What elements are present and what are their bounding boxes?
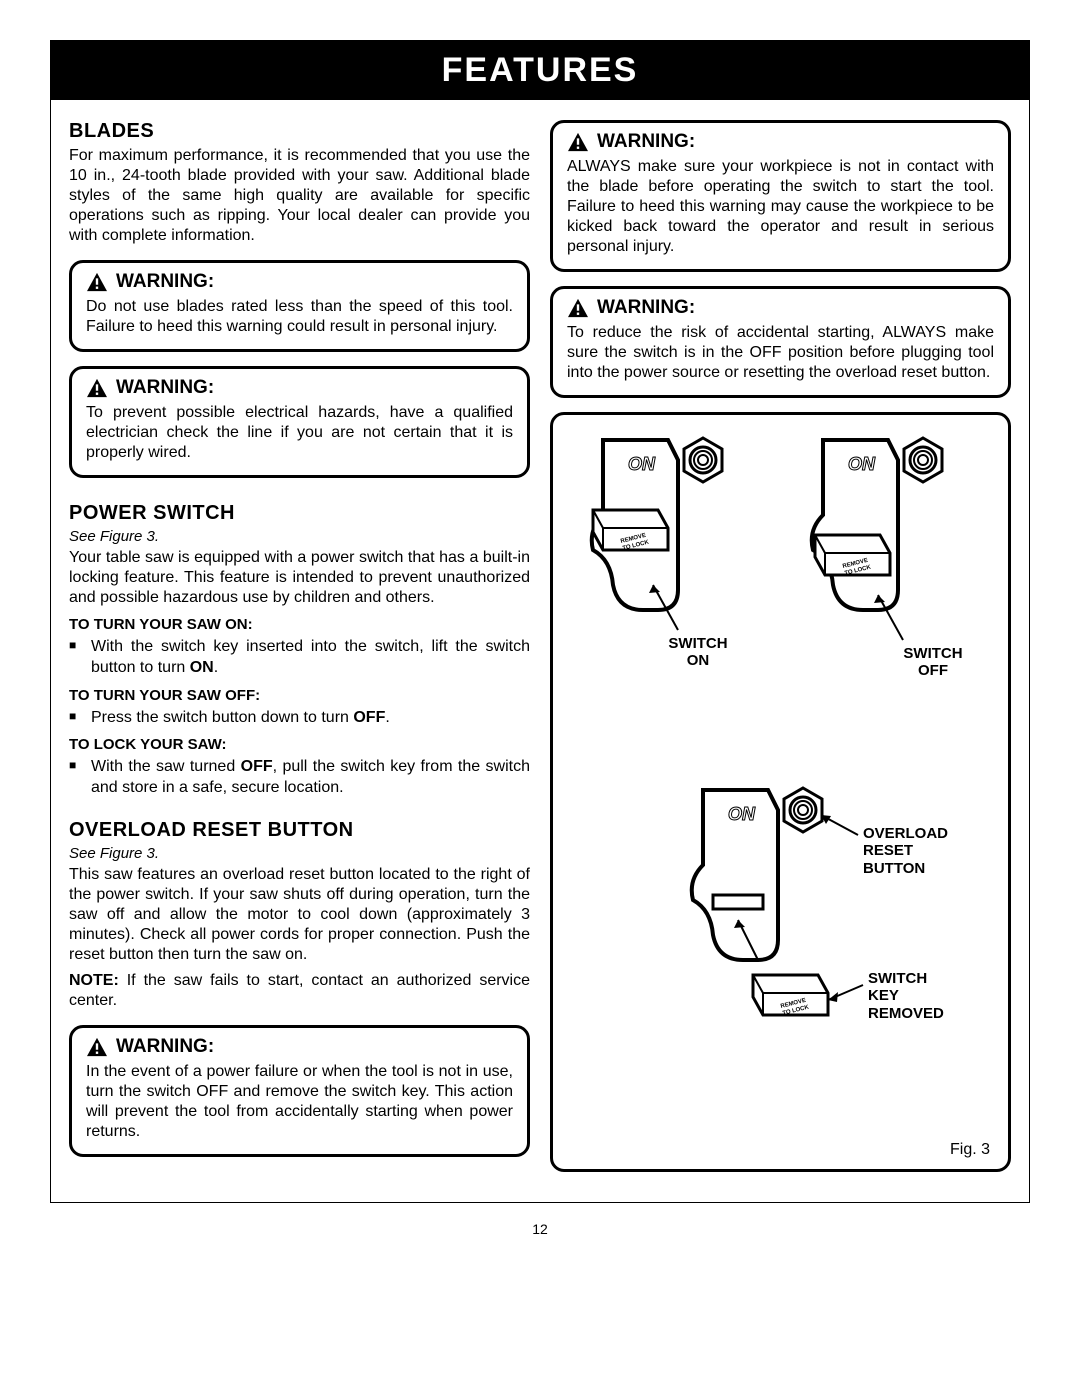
list-item: Press the switch button down to turn OFF… [69, 708, 530, 729]
switch-off-diagram: ON REMOVE TO LOCK SWITCHOFF [803, 435, 983, 680]
content-columns: BLADES For maximum performance, it is re… [51, 100, 1029, 1202]
switch-on-label: SWITCHON [658, 635, 738, 670]
warning-icon [567, 298, 589, 318]
warning-text: In the event of a power failure or when … [86, 1062, 513, 1142]
warning-box-2: WARNING: To prevent possible electrical … [69, 366, 530, 478]
lock-label: TO LOCK YOUR SAW: [69, 736, 530, 753]
switch-on-svg: ON REMOVE TO LOCK [583, 435, 763, 665]
svg-text:ON: ON [728, 804, 756, 824]
warning-box-1: WARNING: Do not use blades rated less th… [69, 260, 530, 352]
list-item: With the switch key inserted into the sw… [69, 637, 530, 679]
warning-text: ALWAYS make sure your workpiece is not i… [567, 157, 994, 257]
overload-heading: OVERLOAD RESET BUTTON [69, 819, 530, 842]
switch-key-removed-diagram: ON REMOVE TO LOCK [673, 785, 953, 1080]
overload-reset-label: OVERLOADRESETBUTTON [863, 825, 963, 877]
overload-text: This saw features an overload reset butt… [69, 865, 530, 965]
warning-box-3: WARNING: In the event of a power failure… [69, 1025, 530, 1157]
see-figure: See Figure 3. [69, 845, 530, 862]
lock-list: With the saw turned OFF, pull the switch… [69, 757, 530, 799]
warning-box-5: WARNING: To reduce the risk of accidenta… [550, 286, 1011, 398]
page-frame: FEATURES BLADES For maximum performance,… [50, 40, 1030, 1203]
warning-label: WARNING: [116, 1036, 214, 1058]
figure-caption: Fig. 3 [950, 1141, 990, 1159]
blades-heading: BLADES [69, 120, 530, 143]
switch-off-svg: ON REMOVE TO LOCK [803, 435, 983, 675]
switch-on-diagram: ON REMOVE TO LOCK SWITCHON [583, 435, 763, 670]
page-number: 12 [50, 1221, 1030, 1237]
switch-off-label: SWITCHOFF [893, 645, 973, 680]
warning-label: WARNING: [597, 131, 695, 153]
warning-label: WARNING: [597, 297, 695, 319]
turn-off-list: Press the switch button down to turn OFF… [69, 708, 530, 729]
switch-key-removed-label: SWITCHKEYREMOVED [868, 970, 968, 1022]
power-switch-intro: Your table saw is equipped with a power … [69, 548, 530, 608]
warning-label: WARNING: [116, 377, 214, 399]
warning-icon [86, 378, 108, 398]
see-figure: See Figure 3. [69, 528, 530, 545]
figure-3-box: ON REMOVE TO LOCK SWITCHON [550, 412, 1011, 1172]
page-title: FEATURES [51, 41, 1029, 100]
turn-on-list: With the switch key inserted into the sw… [69, 637, 530, 679]
overload-note: NOTE: If the saw fails to start, contact… [69, 971, 530, 1011]
warning-header: WARNING: [567, 297, 994, 319]
svg-text:ON: ON [848, 454, 876, 474]
warning-text: Do not use blades rated less than the sp… [86, 297, 513, 337]
warning-header: WARNING: [86, 1036, 513, 1058]
turn-on-label: TO TURN YOUR SAW ON: [69, 616, 530, 633]
turn-off-label: TO TURN YOUR SAW OFF: [69, 687, 530, 704]
note-label: NOTE: [69, 972, 119, 989]
svg-text:ON: ON [628, 454, 656, 474]
warning-header: WARNING: [567, 131, 994, 153]
warning-icon [567, 132, 589, 152]
power-switch-heading: POWER SWITCH [69, 502, 530, 525]
warning-text: To prevent possible electrical hazards, … [86, 403, 513, 463]
warning-text: To reduce the risk of accidental startin… [567, 323, 994, 383]
warning-label: WARNING: [116, 271, 214, 293]
warning-header: WARNING: [86, 271, 513, 293]
left-column: BLADES For maximum performance, it is re… [69, 120, 530, 1172]
warning-icon [86, 272, 108, 292]
right-column: WARNING: ALWAYS make sure your workpiece… [550, 120, 1011, 1172]
warning-box-4: WARNING: ALWAYS make sure your workpiece… [550, 120, 1011, 272]
warning-header: WARNING: [86, 377, 513, 399]
list-item: With the saw turned OFF, pull the switch… [69, 757, 530, 799]
warning-icon [86, 1037, 108, 1057]
blades-text: For maximum performance, it is recommend… [69, 146, 530, 246]
note-text: If the saw fails to start, contact an au… [69, 972, 530, 1009]
